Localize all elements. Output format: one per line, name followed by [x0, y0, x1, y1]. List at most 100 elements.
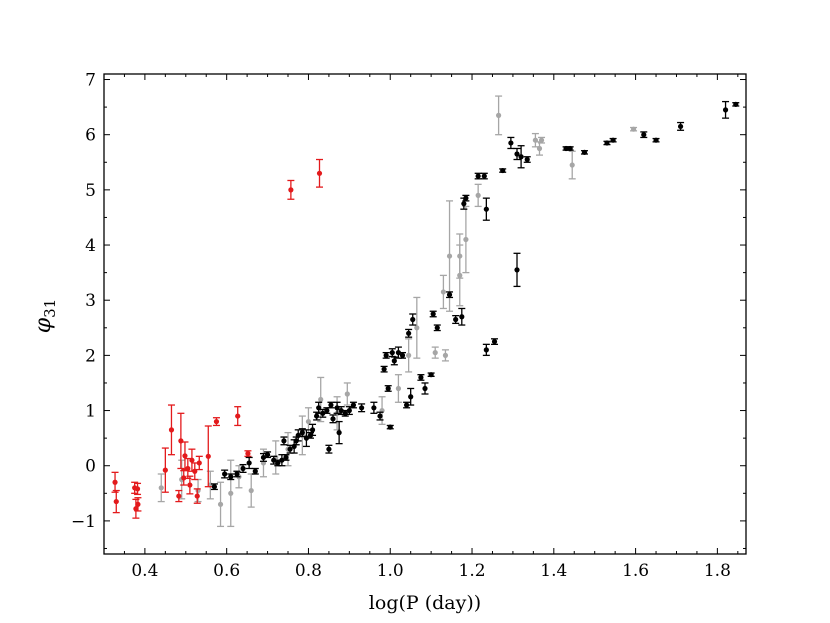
- data-point: [406, 330, 412, 336]
- data-point: [178, 438, 184, 444]
- data-point: [567, 145, 573, 152]
- data-point: [176, 493, 182, 499]
- data-point: [228, 474, 234, 480]
- data-point: [410, 316, 416, 323]
- data-point: [604, 140, 610, 146]
- data-point: [189, 457, 195, 463]
- data-point: [248, 487, 254, 494]
- data-point: [320, 410, 326, 416]
- data-point: [383, 352, 389, 358]
- data-point: [275, 460, 281, 466]
- data-point: [260, 454, 267, 461]
- data-point: [408, 394, 414, 400]
- data-point: [403, 402, 410, 408]
- data-point: [245, 450, 251, 457]
- x-tick-label: 1.0: [377, 561, 404, 581]
- data-point: [326, 446, 332, 452]
- y-tick-label: 1: [85, 402, 96, 422]
- data-point: [483, 206, 489, 212]
- data-point: [264, 452, 271, 458]
- x-axis-label: log(P (day)): [369, 592, 481, 614]
- data-point: [385, 385, 391, 392]
- y-axis-label: φ31: [31, 299, 59, 334]
- data-point: [316, 170, 323, 176]
- data-point: [483, 347, 489, 353]
- data-point: [391, 358, 397, 364]
- data-point: [240, 465, 246, 472]
- data-point: [318, 396, 324, 403]
- data-point: [500, 167, 506, 174]
- y-tick-label: 6: [85, 126, 96, 146]
- data-point: [305, 418, 312, 425]
- data-point: [508, 140, 514, 146]
- data-point: [641, 132, 647, 138]
- data-point: [187, 482, 193, 488]
- data-point: [461, 201, 467, 207]
- data-point: [281, 438, 287, 444]
- y-tick-label: 5: [85, 181, 96, 201]
- data-point: [314, 413, 320, 419]
- data-point: [235, 413, 241, 419]
- data-point: [538, 137, 545, 143]
- data-point: [569, 162, 575, 168]
- y-tick-label: 0: [85, 457, 96, 477]
- data-point: [336, 430, 342, 436]
- data-point: [350, 402, 357, 408]
- data-point: [733, 101, 739, 107]
- data-point: [428, 372, 434, 378]
- data-point: [395, 350, 402, 356]
- data-point: [328, 402, 334, 408]
- data-point: [399, 352, 406, 358]
- data-point: [453, 316, 459, 323]
- data-point: [194, 493, 200, 499]
- data-point: [406, 352, 412, 358]
- data-point: [432, 350, 438, 356]
- data-point: [288, 187, 294, 193]
- data-point: [228, 490, 234, 496]
- data-point: [135, 501, 141, 507]
- data-point: [434, 325, 440, 331]
- data-point: [653, 137, 659, 143]
- data-point: [246, 460, 252, 466]
- data-point: [324, 407, 330, 414]
- data-point: [491, 338, 498, 345]
- data-point: [430, 311, 436, 317]
- data-point: [196, 460, 202, 466]
- data-point: [133, 506, 139, 512]
- data-point: [271, 457, 277, 463]
- x-tick-label: 0.4: [131, 561, 158, 581]
- data-point: [524, 156, 530, 163]
- data-point: [252, 468, 258, 474]
- y-tick-label: 2: [85, 346, 96, 366]
- series-black: [210, 100, 740, 491]
- data-point: [299, 430, 305, 436]
- y-tick-label: 4: [85, 236, 96, 256]
- data-point: [346, 407, 352, 414]
- y-tick-label: −1: [71, 512, 96, 532]
- data-point: [459, 314, 465, 320]
- data-point: [134, 486, 141, 492]
- data-point: [162, 467, 168, 473]
- series-gray: [157, 95, 638, 528]
- data-point: [182, 453, 188, 459]
- data-point: [205, 453, 211, 459]
- data-point: [112, 479, 118, 485]
- plot-frame: [103, 73, 747, 555]
- data-point: [381, 366, 387, 372]
- data-point: [440, 289, 447, 295]
- data-point: [414, 325, 420, 331]
- data-point: [677, 123, 684, 130]
- data-point: [158, 485, 164, 491]
- data-point: [217, 501, 224, 507]
- data-point: [113, 498, 119, 505]
- data-point: [463, 236, 469, 243]
- data-point: [389, 350, 395, 356]
- data-point: [279, 457, 285, 463]
- data-point: [722, 107, 729, 113]
- data-point: [283, 454, 289, 461]
- data-point: [475, 192, 481, 198]
- x-tick-label: 1.6: [622, 561, 649, 581]
- data-point: [446, 253, 453, 259]
- data-point: [463, 195, 469, 201]
